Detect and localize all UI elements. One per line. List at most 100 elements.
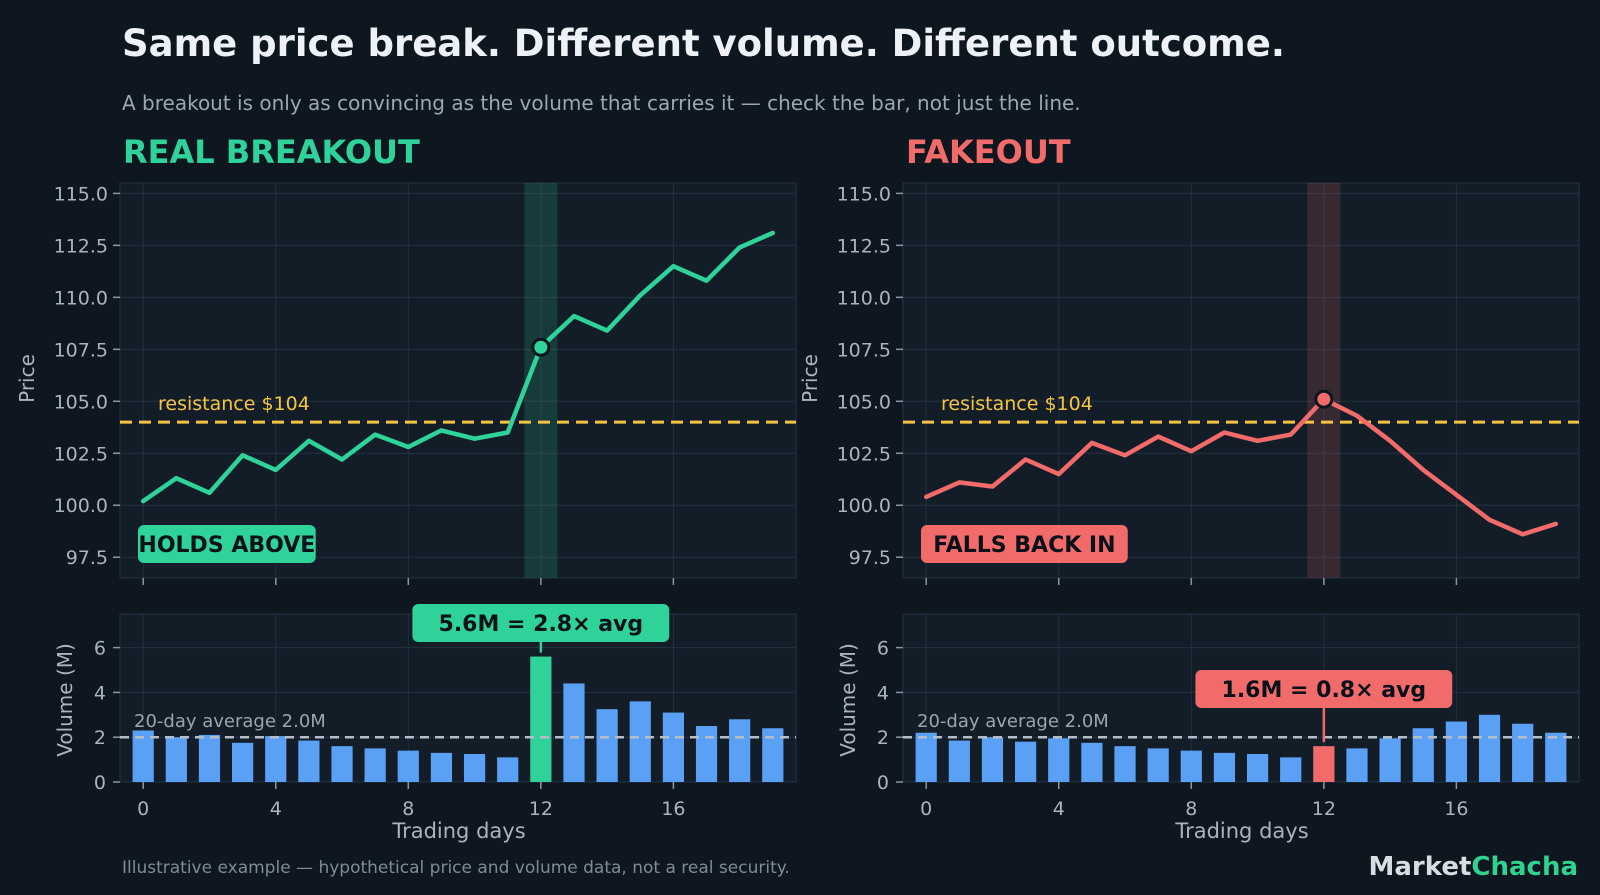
real-volume-ytick-label: 4 xyxy=(94,682,106,704)
real-price-ytick-label: 100.0 xyxy=(54,495,108,517)
fake-badge-label: FALLS BACK IN xyxy=(933,533,1115,558)
real-volume-bar xyxy=(530,656,552,782)
fake-price-point xyxy=(1355,414,1359,418)
fake-volume-bar xyxy=(1246,754,1269,782)
real-price-point xyxy=(473,437,477,441)
real-volume-bar xyxy=(563,683,585,782)
real-volume-bar xyxy=(662,712,684,782)
fake-price-ytick-label: 112.5 xyxy=(837,235,891,257)
real-price-point xyxy=(373,433,377,437)
real-volume-xtick-label: 0 xyxy=(137,798,149,820)
fake-volume-ytick-label: 6 xyxy=(877,638,889,660)
real-price-point xyxy=(307,439,311,443)
real-volume-bar xyxy=(695,726,718,782)
real-volume-xtick-label: 16 xyxy=(661,798,685,820)
fake-volume-bar xyxy=(1512,723,1534,782)
real-price-ytick-label: 110.0 xyxy=(54,287,108,309)
real-price-point xyxy=(705,279,709,283)
real-volume-ytick-label: 6 xyxy=(94,638,106,660)
real-volume-bar xyxy=(198,734,221,782)
fake-price-point xyxy=(990,485,994,489)
real-price-ytick-label: 105.0 xyxy=(54,391,108,413)
real-volume-xtick-label: 4 xyxy=(270,798,282,820)
fake-resistance-label: resistance $104 xyxy=(941,393,1093,415)
fake-price-point xyxy=(1488,518,1492,522)
fake-volume-bar xyxy=(1445,721,1467,782)
fake-breakout-band xyxy=(1307,183,1341,578)
real-volume-bar xyxy=(430,752,453,782)
real-price-ytick-label: 102.5 xyxy=(54,443,108,465)
real-volume-xtick-label: 8 xyxy=(402,798,414,820)
fake-volume-bar xyxy=(1280,757,1302,782)
fake-callout-bg xyxy=(1195,670,1453,708)
fake-price-ytick-label: 107.5 xyxy=(837,339,891,361)
fake-price-point xyxy=(1554,522,1558,526)
fake-volume-bar xyxy=(1147,748,1169,782)
fake-volume-ytick-label: 4 xyxy=(877,682,889,704)
fake-price-ytick-label: 100.0 xyxy=(837,495,891,517)
real-volume-xlabel: Trading days xyxy=(391,819,525,843)
fake-price-point xyxy=(1123,453,1127,457)
real-volume-ytick-label: 0 xyxy=(94,772,106,794)
fake-average-label: 20-day average 2.0M xyxy=(917,711,1109,732)
footnote: Illustrative example — hypothetical pric… xyxy=(122,858,790,878)
fake-volume-bar xyxy=(1213,752,1236,782)
fake-volume-xtick-label: 16 xyxy=(1444,798,1468,820)
brand-word-chacha: Chacha xyxy=(1471,852,1578,882)
real-price-plot-area xyxy=(119,182,797,579)
fake-price-ytick-label: 97.5 xyxy=(849,547,891,569)
real-volume-bar xyxy=(596,709,618,782)
real-badge-bg xyxy=(138,525,316,563)
real-price-point xyxy=(406,445,410,449)
fake-price-line xyxy=(923,396,1559,537)
real-price-point xyxy=(506,430,510,434)
real-volume-ylabel: Volume (M) xyxy=(53,643,77,757)
fake-volume-xlabel: Trading days xyxy=(1174,819,1308,843)
fake-volume-ylabel: Volume (M) xyxy=(836,643,860,757)
real-volume-bar xyxy=(165,737,187,782)
real-average-label: 20-day average 2.0M xyxy=(134,711,326,732)
real-price-point xyxy=(340,458,344,462)
fake-volume-xtick-label: 4 xyxy=(1053,798,1065,820)
fake-price-point xyxy=(1256,439,1260,443)
real-price-point xyxy=(274,468,278,472)
fake-volume-bar xyxy=(1048,738,1070,782)
fake-breakout-marker xyxy=(1314,389,1334,409)
fake-price-point xyxy=(1222,430,1226,434)
real-resistance-label: resistance $104 xyxy=(158,393,310,415)
real-price-point xyxy=(572,314,576,318)
brand-word-market: Market xyxy=(1368,852,1472,882)
fake-price-ytick-label: 102.5 xyxy=(837,443,891,465)
fake-volume-bar xyxy=(1313,746,1335,782)
fake-callout-label: 1.6M = 0.8× avg xyxy=(1222,678,1427,703)
real-volume-bar xyxy=(463,754,486,782)
real-price-point xyxy=(439,428,443,432)
fake-volume-xtick-label: 12 xyxy=(1312,798,1336,820)
real-breakout-marker xyxy=(531,337,551,357)
real-volume-bar xyxy=(364,748,386,782)
fake-price-point xyxy=(1189,449,1193,453)
real-panel-title: REAL BREAKOUT xyxy=(123,133,420,171)
fake-price-point xyxy=(1289,433,1293,437)
fake-volume-bar xyxy=(1545,732,1567,782)
real-badge-label: HOLDS ABOVE xyxy=(138,533,315,558)
fake-price-ylabel: Price xyxy=(798,354,822,403)
fake-price-ytick-label: 105.0 xyxy=(837,391,891,413)
fake-price-plot-area xyxy=(902,182,1580,579)
fake-volume-xtick-label: 0 xyxy=(920,798,932,820)
real-price-ylabel: Price xyxy=(15,354,39,403)
fake-volume-bar xyxy=(1412,728,1434,782)
fake-price-point xyxy=(1024,458,1028,462)
fake-volume-xtick-label: 8 xyxy=(1185,798,1197,820)
real-price-point xyxy=(141,499,145,503)
real-price-ytick-label: 112.5 xyxy=(54,235,108,257)
real-volume-bar xyxy=(232,742,254,782)
real-volume-xtick-label: 12 xyxy=(529,798,553,820)
real-price-point xyxy=(771,231,775,235)
fake-price-point xyxy=(1454,493,1458,497)
fake-volume-bar xyxy=(948,740,970,782)
fake-price-point xyxy=(1388,439,1392,443)
real-price-ytick-label: 107.5 xyxy=(54,339,108,361)
real-volume-bar xyxy=(629,701,651,782)
